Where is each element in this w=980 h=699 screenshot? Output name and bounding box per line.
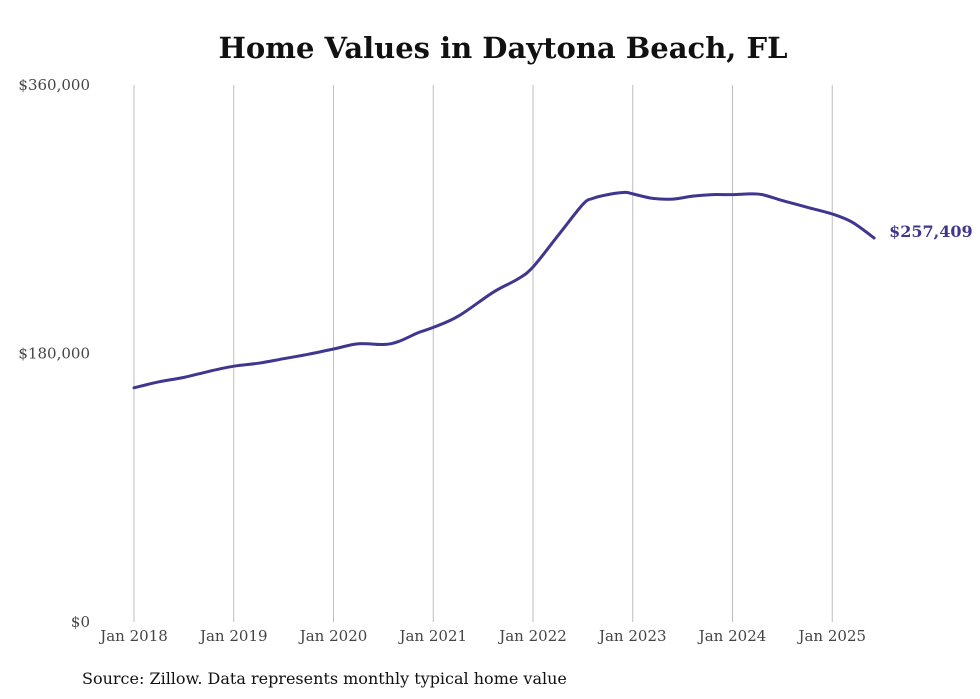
x-tick-label: Jan 2021: [397, 627, 467, 645]
y-tick-label: $0: [71, 613, 90, 631]
source-note: Source: Zillow. Data represents monthly …: [82, 669, 567, 688]
x-tick-label: Jan 2025: [796, 627, 866, 645]
x-tick-label: Jan 2019: [198, 627, 268, 645]
y-axis-ticks: $0 $180,000 $360,000: [18, 76, 90, 631]
y-tick-label: $180,000: [18, 345, 90, 363]
chart-title: Home Values in Daytona Beach, FL: [219, 31, 788, 65]
series-layer: $257,409: [132, 190, 973, 390]
x-tick-label: Jan 2022: [497, 627, 567, 645]
x-tick-label: Jan 2023: [597, 627, 667, 645]
x-axis-ticks: Jan 2018 Jan 2019 Jan 2020 Jan 2021 Jan 2022…: [98, 627, 866, 645]
y-tick-label: $360,000: [18, 76, 90, 94]
end-value-label: $257,409: [889, 222, 973, 241]
x-tick-label: Jan 2020: [298, 627, 368, 645]
x-tick-label: Jan 2024: [697, 627, 767, 645]
grid-lines: [133, 85, 833, 622]
series-line-0: [132, 190, 876, 390]
x-tick-label: Jan 2018: [98, 627, 168, 645]
